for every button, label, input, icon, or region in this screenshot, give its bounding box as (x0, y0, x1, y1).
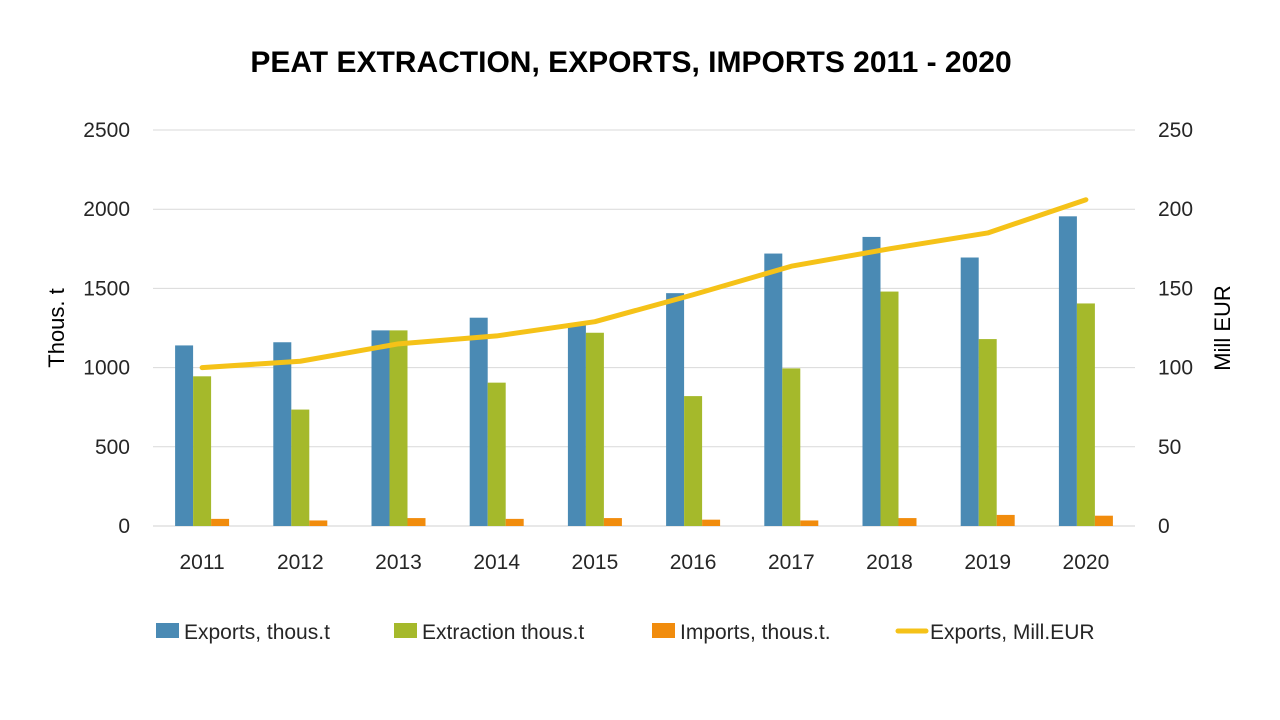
bar-extraction-thous-t (782, 368, 801, 526)
x-tick-label: 2013 (375, 551, 422, 574)
bar-exports-thous-t (764, 253, 783, 526)
bar-imports-thous-t (407, 518, 426, 526)
x-tick-label: 2012 (277, 551, 324, 574)
legend-swatch (156, 623, 179, 638)
bar-imports-thous-t (505, 518, 524, 526)
legend-label: Exports, Mill.EUR (930, 621, 1095, 644)
x-tick-label: 2016 (670, 551, 717, 574)
y-tick-label: 1500 (83, 277, 130, 300)
bar-exports-thous-t (469, 317, 488, 526)
tick-labels: 0 500 1000 1500 2000 2500 0 50 100 150 200 250 2011 2… (83, 119, 1193, 574)
bar-extraction-thous-t (1076, 303, 1095, 526)
x-tick-label: 2017 (768, 551, 815, 574)
x-tick-label: 2018 (866, 551, 913, 574)
y2-tick-label: 100 (1158, 357, 1193, 380)
legend-swatch (652, 623, 675, 638)
bar-imports-thous-t (309, 520, 328, 526)
y-tick-label: 0 (118, 515, 130, 538)
y-tick-label: 500 (95, 436, 130, 459)
legend-label: Imports, thous.t. (680, 621, 831, 644)
legend-label: Extraction thous.t (422, 621, 584, 644)
legend-label: Exports, thous.t (184, 621, 330, 644)
bar-exports-thous-t (273, 342, 292, 526)
y-tick-label: 2000 (83, 198, 130, 221)
bar-imports-thous-t (603, 518, 622, 526)
y2-tick-label: 250 (1158, 119, 1193, 142)
bar-exports-thous-t (371, 330, 390, 526)
bar-extraction-thous-t (880, 291, 899, 526)
y2-tick-label: 50 (1158, 436, 1181, 459)
y-tick-label: 2500 (83, 119, 130, 142)
bar-imports-thous-t (800, 520, 819, 526)
bar-imports-thous-t (211, 518, 230, 526)
bar-extraction-thous-t (684, 396, 703, 526)
y2-tick-label: 0 (1158, 515, 1170, 538)
bar-imports-thous-t (702, 519, 721, 526)
bar-extraction-thous-t (978, 339, 997, 526)
bar-extraction-thous-t (291, 409, 310, 526)
bars (175, 216, 1113, 527)
bar-extraction-thous-t (389, 330, 408, 526)
y-tick-label: 1000 (83, 357, 130, 380)
legend: Exports, thous.t Extraction thous.t Import… (156, 621, 1095, 644)
x-tick-label: 2014 (473, 551, 520, 574)
x-tick-label: 2015 (572, 551, 619, 574)
line-series (199, 197, 1089, 371)
bar-extraction-thous-t (585, 332, 604, 526)
y2-tick-label: 200 (1158, 198, 1193, 221)
bar-extraction-thous-t (193, 376, 212, 526)
bar-exports-thous-t (862, 236, 881, 527)
bar-imports-thous-t (898, 518, 917, 526)
bar-exports-thous-t (666, 293, 685, 526)
bar-extraction-thous-t (487, 382, 506, 526)
bar-imports-thous-t (996, 514, 1015, 526)
bar-exports-thous-t (960, 257, 979, 526)
bar-imports-thous-t (1094, 515, 1113, 526)
line-exports-mill-eur (199, 197, 1089, 371)
y2-tick-label: 150 (1158, 277, 1193, 300)
bar-exports-thous-t (1058, 216, 1077, 526)
x-tick-label: 2019 (964, 551, 1011, 574)
chart-title: PEAT EXTRACTION, EXPORTS, IMPORTS 2011 -… (250, 46, 1011, 79)
bar-exports-thous-t (175, 345, 194, 526)
y-axis-label: Thous. t (44, 288, 69, 367)
x-tick-label: 2020 (1063, 551, 1110, 574)
x-tick-label: 2011 (180, 551, 225, 574)
bar-exports-thous-t (567, 323, 586, 526)
legend-swatch (394, 623, 417, 638)
y2-axis-label: Mill EUR (1210, 285, 1235, 371)
